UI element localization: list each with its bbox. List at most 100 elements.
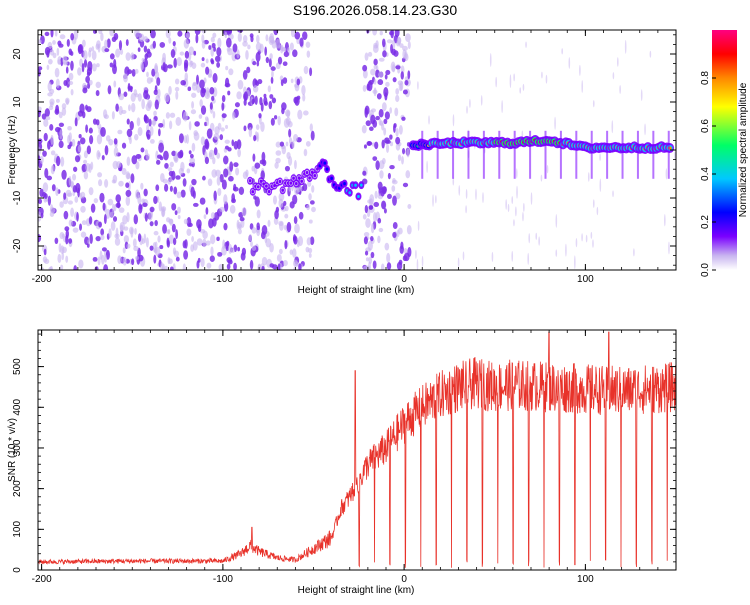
spectrogram-speckle (87, 239, 91, 245)
spectrogram-speckle (113, 80, 117, 88)
spectrogram-speckle (383, 118, 388, 125)
spectrogram-speckle (270, 117, 275, 126)
spectrogram-speckle (370, 223, 375, 234)
spectrogram-speckle (137, 254, 144, 262)
spectrogram-speckle (302, 183, 308, 192)
spectrogram-speckle (157, 235, 161, 243)
spectrogram-speckle (159, 156, 164, 161)
spectrogram-speckle (172, 247, 177, 255)
spectrogram-speckle (152, 40, 157, 49)
spectrogram-speckle (305, 140, 311, 147)
spectrogram-speckle (68, 238, 73, 244)
spectrogram-speckle (229, 204, 236, 214)
spectrogram-speckle (226, 263, 231, 270)
spectrogram-speckle (226, 37, 232, 48)
spectrogram-speckle (501, 100, 503, 114)
spectrogram-speckle (149, 206, 155, 213)
spectrogram-speckle (288, 156, 293, 166)
spectrogram-speckle (522, 211, 524, 222)
spectrogram-speckle (208, 218, 214, 229)
spectrogram-speckle (56, 47, 60, 56)
spectrogram-ridge-core (265, 184, 268, 188)
spectrogram-speckle (259, 97, 263, 106)
spectrogram-speckle (173, 186, 178, 195)
spectrogram-speckle (230, 248, 235, 253)
spectrogram-speckle (136, 117, 141, 127)
spectrogram-speckle (109, 30, 115, 37)
snr-ytick-label: 500 (12, 358, 23, 375)
spectrogram-speckle (364, 52, 369, 61)
spectrogram-speckle (393, 50, 399, 57)
spectrogram-speckle (523, 202, 525, 212)
spectrogram-speckle (74, 196, 79, 203)
spectrogram-speckle (363, 232, 370, 237)
spectrogram-speckle (158, 142, 165, 153)
spectrogram-speckle (134, 133, 139, 141)
spectrogram-speckle (154, 99, 159, 110)
spectrogram-speckle (68, 219, 73, 227)
spectrogram-speckle (126, 128, 133, 138)
spectrogram-speckle (54, 67, 60, 78)
spectrogram-speckle (382, 38, 386, 48)
spectrogram-speckle (191, 62, 197, 69)
spectrogram-speckle (377, 217, 382, 224)
spectrogram-speckle (219, 206, 225, 213)
spectrogram-speckle (165, 30, 171, 39)
spectrogram-speckle (80, 191, 86, 199)
spectrogram-speckle (216, 176, 221, 186)
spectrogram-speckle (103, 213, 107, 225)
spectrogram-speckle (81, 62, 85, 73)
spectrogram-speckle (142, 202, 148, 207)
spectrogram-speckle (85, 124, 89, 133)
spectrogram-speckle (378, 71, 384, 78)
spectrogram-speckle (392, 77, 397, 83)
spectrogram-speckle (111, 110, 115, 120)
spectrogram-speckle (223, 194, 228, 205)
spectrogram-speckle (143, 188, 148, 197)
spectrogram-speckle (79, 103, 85, 114)
spectrogram-speckle (227, 259, 233, 265)
spectrogram-speckle (162, 61, 166, 72)
spectrogram-speckle (175, 90, 179, 100)
spectrogram-speckle (147, 99, 153, 108)
spectrogram-speckle (104, 145, 109, 156)
spectrogram-speckle (55, 98, 60, 103)
spectrogram-speckle (77, 144, 82, 153)
spectrogram-ridge-core (289, 181, 293, 185)
spectrogram-speckle (115, 202, 121, 208)
spectrogram-speckle (308, 219, 313, 224)
spectrogram-speckle (72, 227, 79, 233)
spectrogram-speckle (191, 101, 195, 109)
spectrogram-speckle (375, 40, 379, 49)
spectrogram-speckle (49, 123, 54, 131)
spectrogram-speckle (168, 170, 174, 177)
spectrogram-speckle (303, 110, 309, 116)
spectrogram-speckle (50, 134, 54, 146)
spectrogram-streak (559, 130, 562, 179)
spectrogram-speckle (664, 214, 666, 227)
spectrogram-speckle (46, 64, 50, 71)
spectrogram-ridge-core (323, 161, 327, 165)
spectrogram-speckle (243, 91, 248, 102)
spectrogram-speckle (156, 159, 161, 165)
spectrogram-speckle (122, 256, 127, 266)
spectrogram-speckle (175, 175, 181, 180)
spectrogram-speckle (407, 41, 411, 50)
colorbar-tick-label: 0.6 (700, 119, 711, 133)
spectrogram-speckle (452, 177, 455, 186)
spectrogram-speckle (271, 41, 277, 49)
spectrogram-speckle (286, 221, 292, 233)
spectrogram-speckle (378, 227, 384, 233)
spectrogram-speckle (274, 209, 279, 220)
spectrogram-speckle (482, 192, 484, 204)
spectrogram-speckle (63, 210, 69, 220)
spectrogram-speckle (229, 161, 234, 172)
spectrogram-speckle (592, 100, 595, 108)
spectrogram-speckle (288, 137, 293, 145)
spectrogram-speckle (169, 112, 176, 118)
spectrogram-speckle (169, 161, 174, 168)
spectrogram-speckle (212, 73, 218, 84)
spectrogram-speckle (45, 115, 51, 121)
spectrogram-speckle (188, 150, 192, 155)
snr-xtick-label: 0 (401, 574, 407, 585)
